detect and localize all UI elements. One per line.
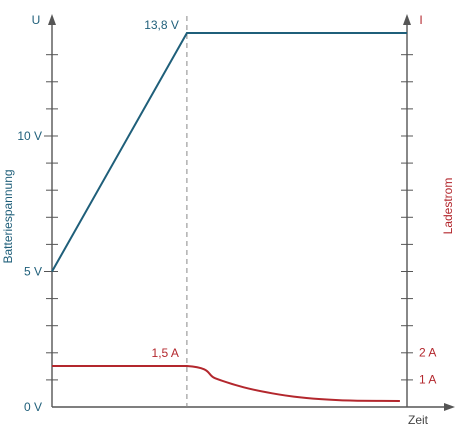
x-axis-arrow-icon — [444, 403, 455, 411]
current-annotation: 1,5 A — [152, 346, 179, 360]
left-axis-arrow-icon — [48, 14, 56, 25]
right-axis-arrow-icon — [403, 14, 411, 25]
voltage-series-line — [51, 32, 407, 272]
x-axis-label: Zeit — [408, 413, 429, 427]
right-axis-tick-label: 2 A — [419, 345, 436, 359]
left-axis-tick-label: 10 V — [17, 129, 42, 143]
left-axis-tick-label: 5 V — [24, 264, 42, 278]
left-axis-symbol: U — [32, 13, 41, 27]
right-axis-tick-label: 1 A — [419, 373, 436, 387]
right-axis-symbol: I — [419, 13, 422, 27]
left-axis-label: Batteriespannung — [1, 169, 15, 263]
right-axis-label: Ladestrom — [441, 178, 455, 235]
left-axis-tick-label: 0 V — [24, 400, 42, 414]
voltage-annotation: 13,8 V — [144, 18, 179, 32]
current-series-line — [52, 365, 400, 402]
